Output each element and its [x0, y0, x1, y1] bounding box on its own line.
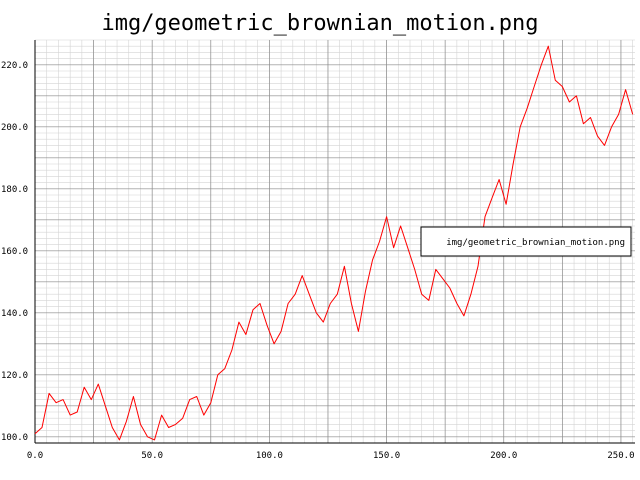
chart-title: img/geometric_brownian_motion.png — [101, 11, 538, 36]
x-tick-label: 200.0 — [490, 451, 517, 461]
legend-entry: img/geometric_brownian_motion.png — [446, 238, 625, 248]
y-tick-label: 100.0 — [1, 433, 28, 443]
series-line — [34, 45, 634, 441]
series-layer — [34, 45, 634, 441]
y-tick-label: 120.0 — [1, 371, 28, 381]
x-tick-label: 150.0 — [373, 451, 400, 461]
x-tick-labels: 0.0 50.0 100.0 150.0 200.0 250.0 — [27, 451, 635, 461]
y-tick-label: 220.0 — [1, 61, 28, 71]
major-grid — [34, 40, 635, 443]
y-tick-label: 200.0 — [1, 123, 28, 133]
y-tick-labels: 100.0 120.0 140.0 160.0 180.0 200.0 220.0 — [1, 61, 28, 443]
x-tick-label: 0.0 — [27, 451, 43, 461]
axes — [34, 40, 635, 444]
legend: img/geometric_brownian_motion.png — [420, 226, 632, 257]
x-tick-label: 50.0 — [141, 451, 163, 461]
y-tick-label: 180.0 — [1, 185, 28, 195]
x-tick-label: 100.0 — [256, 451, 283, 461]
legend-box — [420, 226, 632, 257]
x-tick-label: 250.0 — [607, 451, 634, 461]
y-tick-label: 140.0 — [1, 309, 28, 319]
y-tick-label: 160.0 — [1, 247, 28, 257]
